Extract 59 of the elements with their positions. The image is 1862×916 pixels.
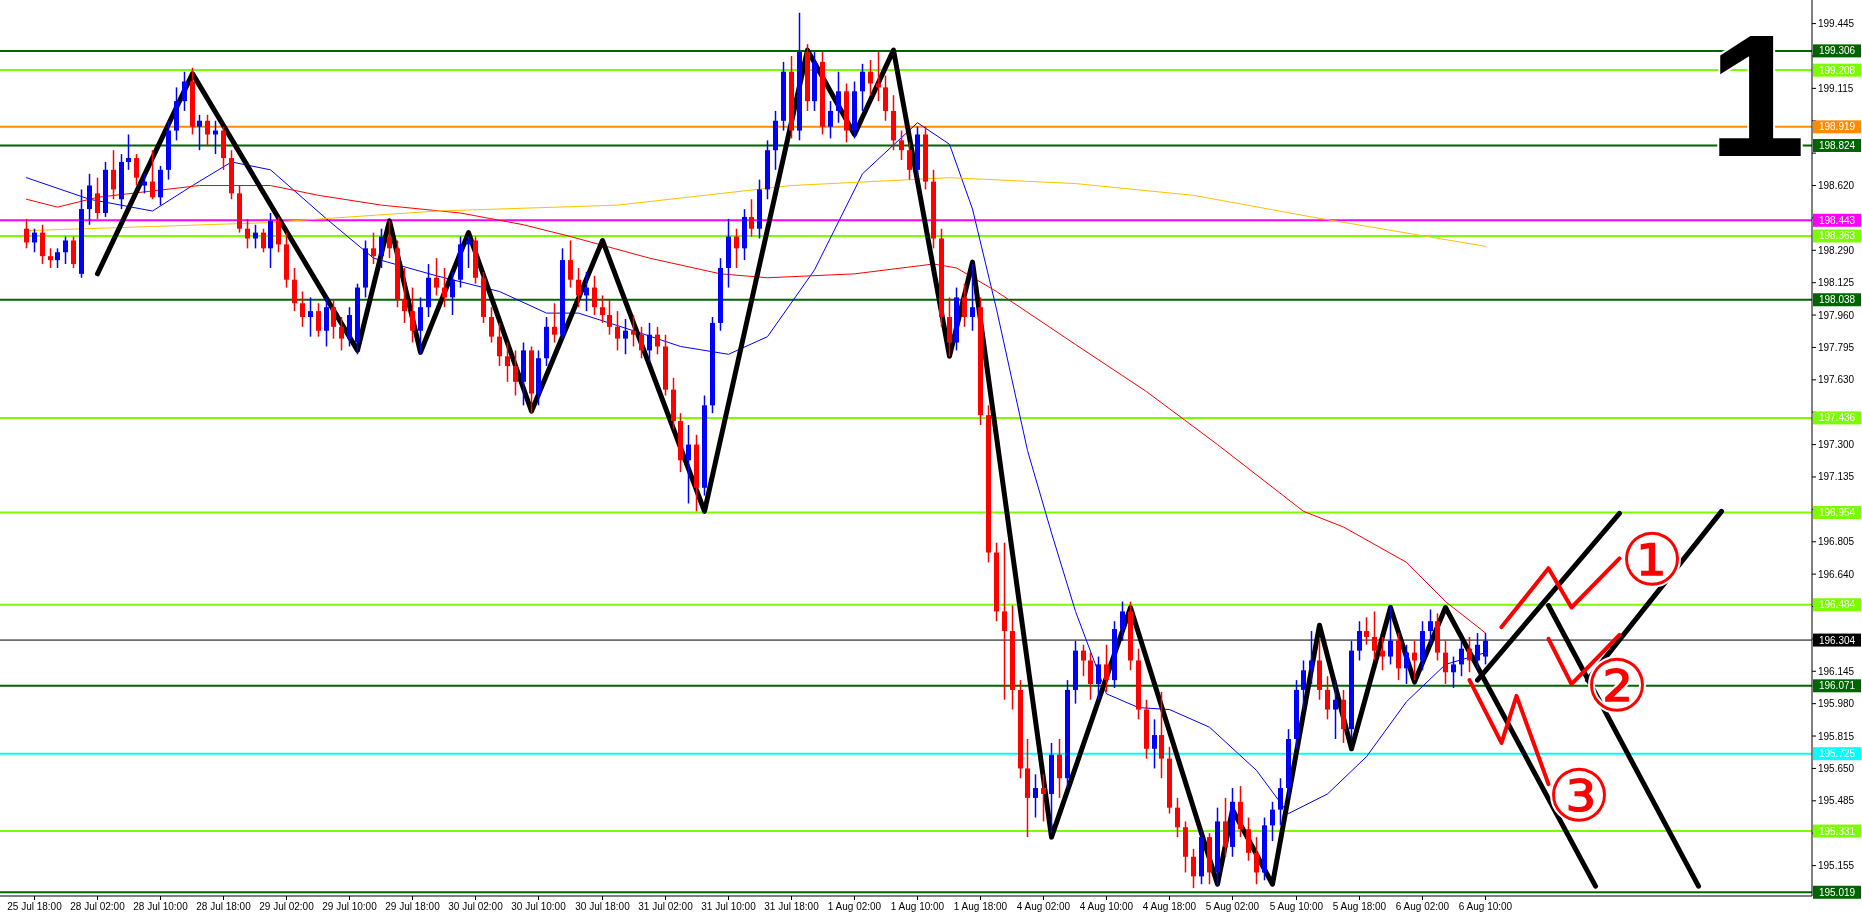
x-tick-label: 31 Jul 02:00 (638, 901, 694, 912)
ref-line-label: 198.824 (1818, 139, 1856, 151)
ref-line-label: 198.363 (1818, 230, 1856, 242)
ref-line-label: 198.038 (1818, 294, 1856, 306)
y-tick-label: 195.650 (1818, 762, 1855, 774)
y-tick-label: 199.115 (1818, 82, 1854, 94)
y-tick-label: 195.485 (1818, 795, 1855, 807)
x-tick-label: 4 Aug 10:00 (1079, 901, 1134, 912)
x-tick-label: 29 Jul 18:00 (385, 901, 441, 912)
x-tick-label: 5 Aug 10:00 (1269, 901, 1324, 912)
ref-line-label: 196.071 (1818, 680, 1856, 692)
ref-line-label: 198.443 (1818, 214, 1856, 226)
x-tick-label: 30 Jul 10:00 (511, 901, 567, 912)
ref-line-label: 199.306 (1818, 45, 1856, 57)
y-tick-label: 197.630 (1818, 374, 1855, 386)
ref-line-label: 199.208 (1818, 64, 1856, 76)
x-tick-label: 1 Aug 10:00 (890, 901, 945, 912)
y-tick-label: 197.135 (1818, 471, 1855, 483)
y-tick-label: 197.300 (1818, 439, 1855, 451)
y-tick-label: 196.640 (1818, 568, 1855, 580)
x-tick-label: 28 Jul 18:00 (196, 901, 252, 912)
x-tick-label: 29 Jul 02:00 (259, 901, 315, 912)
annotation: ③ (1546, 754, 1612, 838)
x-tick-label: 29 Jul 10:00 (322, 901, 378, 912)
y-tick-label: 199.445 (1818, 18, 1855, 30)
x-tick-label: 4 Aug 02:00 (1016, 901, 1071, 912)
y-tick-label: 198.125 (1818, 277, 1855, 289)
ref-line-label: 196.304 (1818, 634, 1856, 646)
annotation: ① (1619, 518, 1685, 602)
ref-line-label: 196.484 (1818, 599, 1856, 611)
ref-line-label: 195.331 (1818, 825, 1856, 837)
y-tick-label: 195.815 (1818, 730, 1855, 742)
x-tick-label: 4 Aug 18:00 (1142, 901, 1197, 912)
ref-line-label: 197.436 (1818, 412, 1856, 424)
y-tick-label: 197.960 (1818, 309, 1855, 321)
x-tick-label: 5 Aug 18:00 (1332, 901, 1387, 912)
x-tick-label: 1 Aug 18:00 (953, 901, 1008, 912)
x-tick-label: 30 Jul 18:00 (575, 901, 631, 912)
x-tick-label: 30 Jul 02:00 (448, 901, 504, 912)
ref-line-label: 195.019 (1818, 886, 1856, 898)
x-tick-label: 31 Jul 18:00 (764, 901, 820, 912)
x-tick-label: 6 Aug 02:00 (1395, 901, 1450, 912)
ref-line-label: 198.919 (1818, 121, 1856, 133)
x-tick-label: 28 Jul 10:00 (133, 901, 189, 912)
x-tick-label: 5 Aug 02:00 (1205, 901, 1260, 912)
y-tick-label: 197.795 (1818, 341, 1855, 353)
x-tick-label: 28 Jul 02:00 (70, 901, 126, 912)
y-tick-label: 196.145 (1818, 665, 1855, 677)
y-tick-label: 198.620 (1818, 180, 1855, 192)
x-tick-label: 6 Aug 10:00 (1458, 901, 1513, 912)
x-tick-label: 1 Aug 02:00 (827, 901, 882, 912)
y-tick-label: 196.805 (1818, 536, 1855, 548)
ref-line-label: 195.725 (1818, 748, 1856, 760)
ref-line-label: 196.954 (1818, 507, 1856, 518)
x-tick-label: 31 Jul 10:00 (701, 901, 757, 912)
x-tick-label: 25 Jul 18:00 (7, 901, 63, 912)
y-tick-label: 195.980 (1818, 698, 1855, 710)
y-tick-label: 198.290 (1818, 244, 1855, 256)
y-tick-label: 195.155 (1818, 860, 1855, 872)
